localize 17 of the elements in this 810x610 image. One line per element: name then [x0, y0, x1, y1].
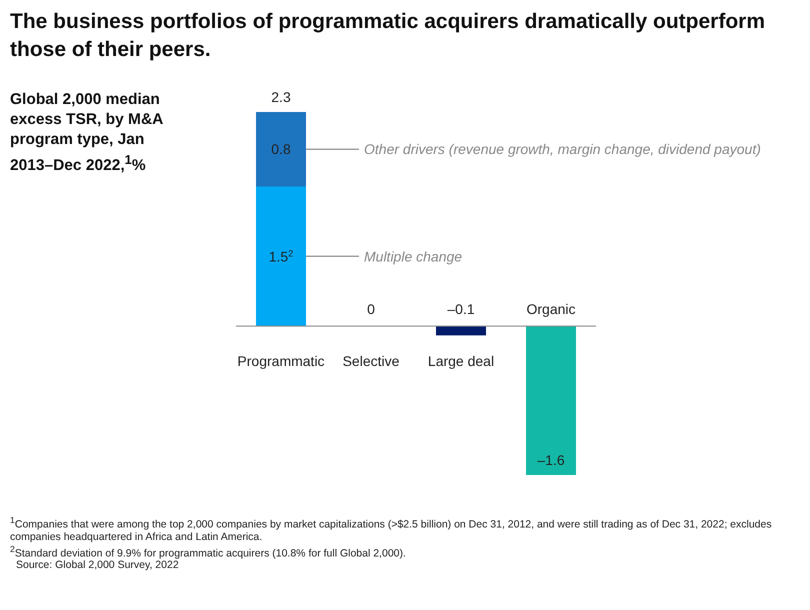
chart-title: The business portfolios of programmatic acquirers dramatically outperform those of their peers. — [10, 9, 766, 63]
data-label: 0 — [367, 301, 376, 318]
data-label: 0.8 — [271, 141, 291, 158]
total-label: 2.3 — [271, 89, 291, 105]
x-tick-label: Programmatic — [237, 353, 325, 370]
x-tick-label: Large deal — [428, 353, 494, 370]
data-label: –0.1 — [447, 301, 475, 318]
text: Other drivers (revenue growth, margin change, dividend payout) — [364, 141, 761, 158]
x-tick-label: Selective — [342, 353, 400, 370]
y-axis-title: Global 2,000 median excess TSR, by M&A program type, Jan 2013–Dec 2022,$^{1}$% — [10, 90, 164, 176]
data-label: –1.6 — [537, 452, 565, 468]
source-note: Source: Global 2,000 Survey, 2022 — [15, 559, 180, 571]
x-tick-label: Organic — [526, 301, 576, 318]
text: $^{2}$Standard deviation of 9.9% for programmatic acquirers (10.8% for full Global 2,000). — [10, 542, 407, 559]
text: Multiple change — [364, 248, 462, 264]
text: $^{1}$Companies that were among the top 2,000 companies by market capitalizations (>$2.5 billion) on Dec 31, 2012, and were still trading as of Dec 31, 2022; excludes companies headquartered in Africa and Latin America. — [10, 514, 773, 542]
data-label: 1.5$^{2}$ — [268, 248, 294, 264]
